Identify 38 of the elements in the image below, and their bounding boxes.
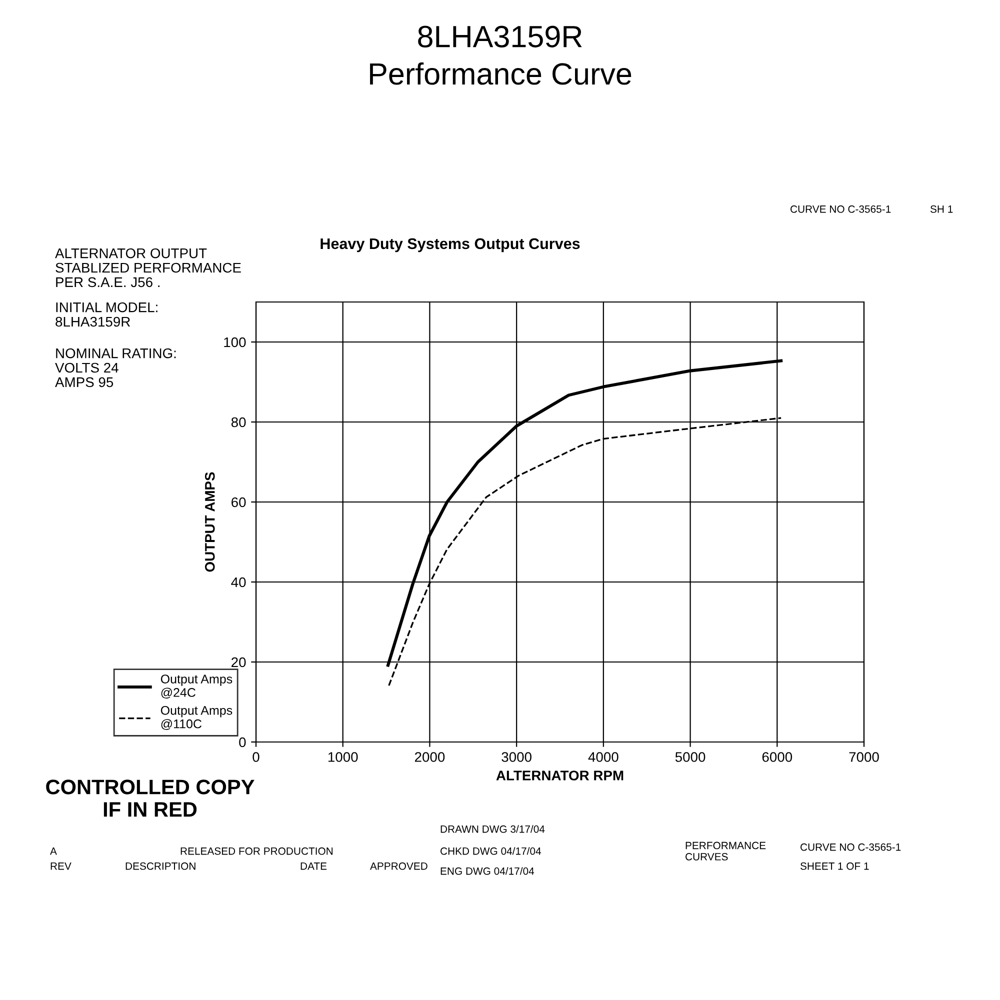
y-tick-label: 0: [239, 737, 246, 748]
text: CURVE NO C-3565-1: [790, 205, 891, 213]
text: ALTERNATOR OUTPUT STABLIZED PERFORMANCE PER S.A.E. J56 .: [55, 248, 241, 288]
x-axis-title: ALTERNATOR RPM: [496, 770, 624, 780]
text: A: [50, 848, 57, 855]
text: RELEASED FOR PRODUCTION: [180, 847, 333, 855]
legend-label: Output Amps @24C: [160, 674, 232, 699]
x-tick-label: 7000: [849, 752, 879, 762]
y-tick-label: 20: [232, 657, 246, 668]
x-tick-label: 5000: [675, 752, 706, 762]
text: DATE: [300, 862, 327, 870]
text: APPROVED: [370, 862, 428, 870]
y-tick-label: 60: [232, 497, 246, 508]
text: REV: [50, 862, 72, 870]
x-tick-label: 3000: [502, 752, 532, 762]
x-tick-label: 0: [252, 752, 260, 762]
y-tick-label: 100: [224, 337, 246, 348]
text: CURVE NO C-3565-1: [800, 843, 901, 851]
text: INITIAL MODEL: 8LHA3159R: [56, 302, 158, 327]
y-tick-label: 80: [231, 417, 246, 428]
chart-title: 8LHA3159R Performance Curve: [370, 26, 632, 85]
x-tick-label: 1000: [328, 752, 358, 762]
text: NOMINAL RATING: VOLTS 24 AMPS 95: [55, 348, 176, 388]
x-tick-label: 2000: [414, 752, 445, 762]
text: CHKD DWG 04/17/04: [440, 847, 542, 855]
text: SHEET 1 OF 1: [800, 862, 869, 870]
text: DRAWN DWG 3/17/04: [440, 825, 545, 833]
y-axis-title: OUTPUT AMPS: [204, 472, 215, 572]
text: ENG DWG 04/17/04: [440, 867, 534, 875]
text: DESCRIPTION: [126, 862, 196, 870]
chart-subtitle: Heavy Duty Systems Output Curves: [320, 238, 580, 252]
text: PERFORMANCE CURVES: [686, 842, 766, 860]
y-tick-label: 40: [231, 577, 246, 588]
text: SH 1: [930, 205, 953, 213]
legend-label: Output Amps @110C: [160, 706, 232, 730]
x-tick-label: 6000: [762, 752, 792, 762]
text: CONTROLLED COPY IF IN RED: [46, 780, 254, 817]
x-tick-label: 4000: [588, 752, 618, 762]
